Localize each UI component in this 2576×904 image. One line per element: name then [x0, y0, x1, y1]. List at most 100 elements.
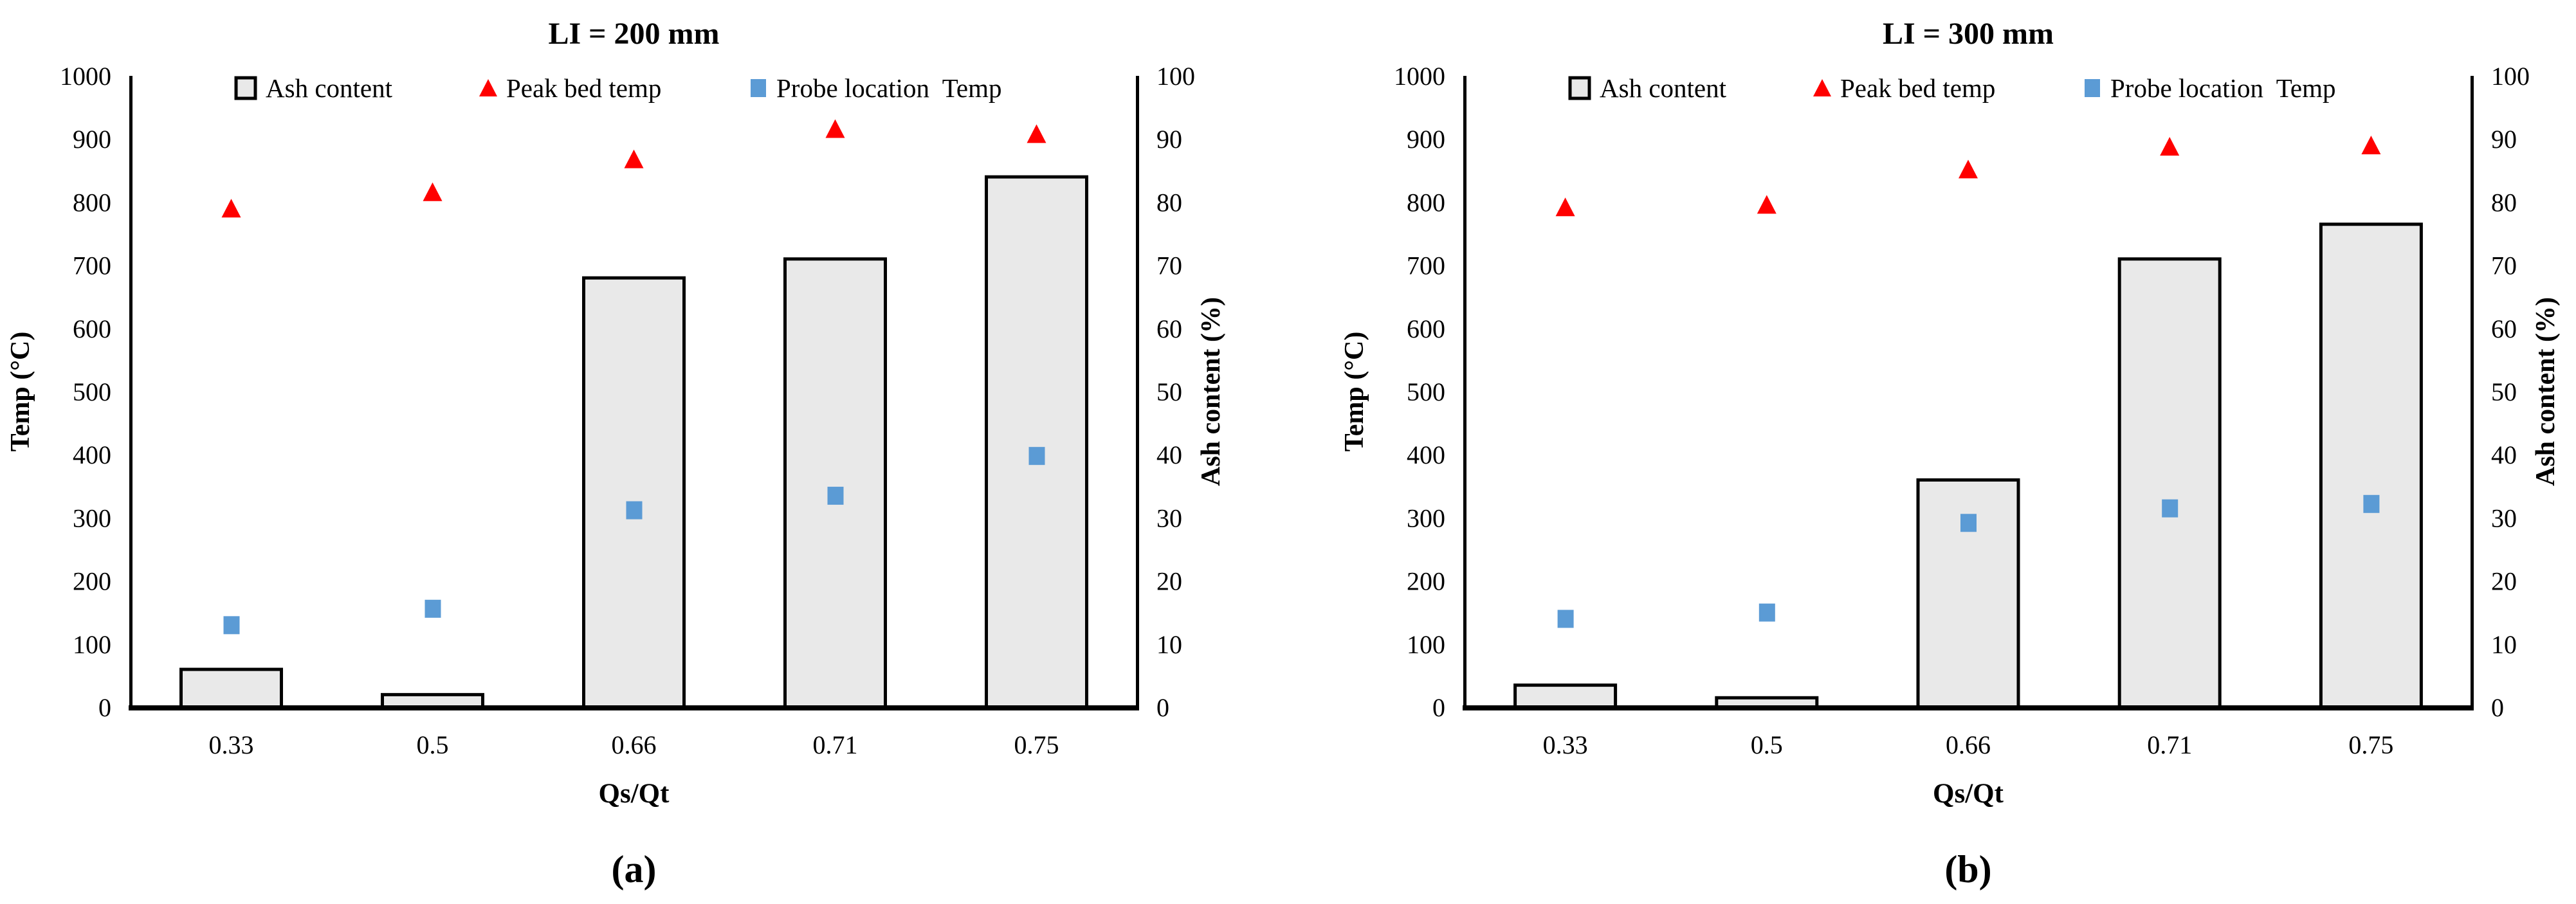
- y-axis-right-tick-label: 60: [1156, 314, 1182, 343]
- marker-peak-bed-temp-0.71: [825, 119, 845, 138]
- legend-label: Ash content: [266, 73, 393, 103]
- chart-panel-a: LI = 200 mm 1000 900 800 700 600 500 400 300 200 1…: [6, 17, 1226, 890]
- marker-probe-location-temp-0.71: [827, 487, 844, 505]
- y-axis-right-line: [1136, 76, 1139, 709]
- marker-peak-bed-temp-0.5: [423, 182, 443, 201]
- marker-probe-location-temp-0.66: [1960, 514, 1977, 532]
- legend-swatch-probe-location-temp-icon: [751, 79, 766, 97]
- y-axis-right-tick-label: 40: [1156, 440, 1182, 469]
- y-axis-left-tick-label: 400: [1407, 440, 1445, 469]
- y-axis-left-tick-label: 200: [73, 567, 111, 596]
- y-axis-left-tick-label: 1000: [1394, 62, 1445, 91]
- chart-panel-b: LI = 300 mm 1000 900 800 700 600 500 400 300 200 1…: [1288, 0, 2576, 904]
- y-axis-left-tick-label: 0: [1432, 693, 1445, 722]
- y-axis-right-title: Ash content (%): [2531, 297, 2561, 486]
- marker-probe-location-temp-0.75: [1028, 447, 1045, 466]
- legend-label: Peak bed temp: [1840, 73, 1995, 103]
- y-axis-left-tick-label: 500: [73, 377, 111, 406]
- y-axis-left-tick-label: 300: [1407, 503, 1445, 532]
- panel-caption: (a): [612, 848, 657, 890]
- y-axis-right-tick-label: 20: [2491, 567, 2517, 596]
- x-axis-category-label: 0.33: [209, 730, 254, 759]
- y-axis-left-tick-label: 300: [73, 503, 111, 532]
- y-axis-right-tick-label: 70: [2491, 251, 2517, 280]
- marker-peak-bed-temp-0.75: [1027, 124, 1046, 143]
- y-axis-right-tick-label: 70: [1156, 251, 1182, 280]
- y-axis-right-tick-label: 30: [1156, 503, 1182, 532]
- y-axis-right-tick-label: 20: [1156, 567, 1182, 596]
- marker-peak-bed-temp-0.33: [1555, 197, 1575, 217]
- y-axis-right-tick-label: 10: [2491, 630, 2517, 659]
- x-axis-category-label: 0.5: [417, 730, 449, 759]
- legend-label: Probe location Temp: [776, 73, 1002, 103]
- bar-ash-content-0.75: [2319, 222, 2423, 709]
- legend-label: Ash content: [1600, 73, 1727, 103]
- marker-peak-bed-temp-0.66: [624, 149, 644, 168]
- x-axis-category-label: 0.66: [1946, 730, 1991, 759]
- y-axis-left-tick-label: 600: [73, 314, 111, 343]
- panel-caption: (b): [1944, 848, 1991, 890]
- y-axis-left-title: Temp (°C): [6, 332, 35, 452]
- y-axis-left-tick-label: 0: [98, 693, 111, 722]
- y-axis-left-tick-label: 700: [73, 251, 111, 280]
- y-axis-right-line: [2471, 76, 2474, 709]
- y-axis-left-tick-label: 900: [1407, 125, 1445, 154]
- legend-swatch-ash-content-icon: [1568, 76, 1591, 100]
- legend-swatch-peak-bed-temp-icon: [479, 79, 497, 96]
- y-axis-right-tick-label: 50: [2491, 377, 2517, 406]
- x-axis-line: [1463, 705, 2474, 710]
- marker-peak-bed-temp-0.5: [1757, 195, 1777, 214]
- chart-title: LI = 300 mm: [1883, 17, 2054, 51]
- chart-svg-a: LI = 200 mm10009008007006005004003002001…: [6, 17, 1226, 890]
- x-axis-title: Qs/Qt: [599, 779, 670, 809]
- y-axis-right-tick-label: 0: [1156, 693, 1169, 722]
- x-axis-category-label: 0.75: [1014, 730, 1059, 759]
- marker-peak-bed-temp-0.66: [1959, 159, 1978, 179]
- y-axis-right-tick-label: 90: [2491, 125, 2517, 154]
- y-axis-right-tick-label: 60: [2491, 314, 2517, 343]
- y-axis-left-tick-label: 400: [73, 440, 111, 469]
- y-axis-left-tick-label: 1000: [60, 62, 111, 91]
- marker-probe-location-temp-0.33: [223, 616, 240, 635]
- y-axis-right-tick-label: 80: [1156, 188, 1182, 217]
- y-axis-left-line: [1463, 76, 1466, 709]
- bar-ash-content-0.71: [2117, 257, 2222, 709]
- y-axis-right-tick-label: 50: [1156, 377, 1182, 406]
- marker-peak-bed-temp-0.71: [2160, 136, 2180, 156]
- marker-probe-location-temp-0.66: [626, 501, 643, 520]
- marker-peak-bed-temp-0.33: [221, 199, 241, 218]
- y-axis-right-tick-label: 30: [2491, 503, 2517, 532]
- y-axis-left-tick-label: 800: [73, 188, 111, 217]
- chart-title: LI = 200 mm: [548, 17, 719, 51]
- y-axis-left-tick-label: 100: [73, 630, 111, 659]
- y-axis-right-tick-label: 100: [1156, 62, 1195, 91]
- x-axis-category-label: 0.71: [2147, 730, 2192, 759]
- y-axis-right-tick-label: 100: [2491, 62, 2530, 91]
- marker-probe-location-temp-0.5: [425, 599, 441, 618]
- bar-ash-content-0.75: [985, 175, 1088, 709]
- y-axis-left-line: [129, 76, 132, 709]
- legend-label: Probe location Temp: [2110, 73, 2336, 103]
- y-axis-right-tick-label: 90: [1156, 125, 1182, 154]
- bar-ash-content-0.33: [179, 667, 283, 709]
- y-axis-right-tick-label: 80: [2491, 188, 2517, 217]
- marker-probe-location-temp-0.75: [2363, 494, 2380, 513]
- bar-ash-content-0.33: [1513, 683, 1618, 709]
- x-axis-category-label: 0.66: [612, 730, 657, 759]
- chart-svg-b: LI = 300 mm10009008007006005004003002001…: [1340, 17, 2561, 890]
- bar-ash-content-0.66: [582, 276, 686, 709]
- bar-ash-content-0.71: [783, 257, 887, 709]
- y-axis-left-title: Temp (°C): [1340, 332, 1369, 452]
- y-axis-right-title: Ash content (%): [1196, 297, 1226, 486]
- y-axis-left-tick-label: 800: [1407, 188, 1445, 217]
- x-axis-category-label: 0.75: [2348, 730, 2393, 759]
- marker-peak-bed-temp-0.75: [2361, 136, 2381, 155]
- legend-swatch-peak-bed-temp-icon: [1813, 79, 1831, 96]
- legend-swatch-probe-location-temp-icon: [2085, 79, 2100, 97]
- y-axis-right-tick-label: 10: [1156, 630, 1182, 659]
- marker-probe-location-temp-0.71: [2162, 499, 2179, 518]
- marker-probe-location-temp-0.33: [1557, 610, 1574, 628]
- y-axis-left-tick-label: 600: [1407, 314, 1445, 343]
- x-axis-category-label: 0.5: [1751, 730, 1783, 759]
